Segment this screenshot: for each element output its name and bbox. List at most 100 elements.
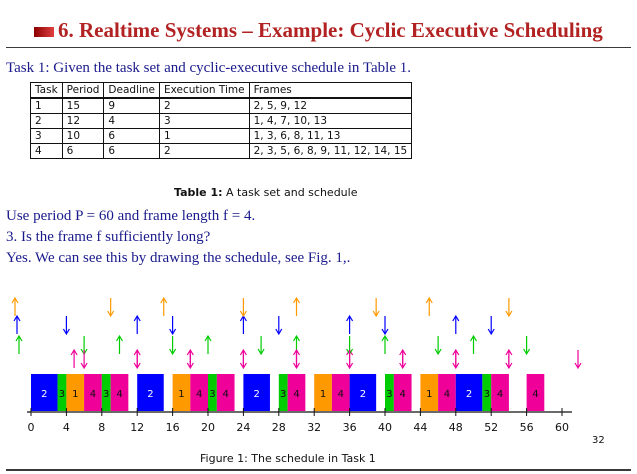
table-cell: 9	[103, 97, 161, 114]
slide-title: 6. Realtime Systems – Example: Cyclic Ex…	[58, 18, 603, 42]
deadline-arrow-head	[505, 310, 513, 318]
deadline-arrow-head	[487, 328, 495, 336]
axis-tick-label: 28	[272, 421, 286, 434]
schedule-segment	[420, 374, 439, 411]
release-arrow-head	[292, 296, 301, 304]
table-header-cell: Deadline	[103, 82, 161, 99]
segment-label: 4	[400, 389, 406, 400]
body-line-answer: Yes. We can see this by drawing the sche…	[6, 250, 351, 266]
table-row: 3 10 6 1 1, 3, 6, 8, 11, 13	[30, 128, 413, 144]
axis-tick-label: 56	[520, 421, 534, 434]
table-cell: 2	[159, 143, 250, 159]
segment-label: 4	[338, 389, 344, 400]
release-arrow-head	[346, 314, 354, 322]
table-cell: 1, 3, 6, 8, 11, 13	[248, 128, 413, 144]
table-cell: 2	[159, 97, 250, 114]
deadline-arrow-head	[169, 348, 177, 356]
page-number: 32	[592, 435, 605, 446]
segment-label: 4	[497, 389, 503, 400]
schedule-segment	[66, 374, 85, 411]
segment-label: 3	[386, 389, 392, 400]
release-arrow-head	[70, 348, 78, 356]
segment-label: 3	[59, 389, 65, 400]
deadline-arrow-head	[186, 362, 194, 370]
table-header-cell: Task	[30, 82, 63, 99]
deadline-arrow-head	[346, 362, 354, 370]
segment-label: 3	[280, 389, 286, 400]
figure-caption-text: The schedule in Task 1	[251, 452, 376, 465]
table-row: 1 15 9 2 2, 5, 9, 12	[30, 97, 413, 114]
deadline-arrow-head	[80, 362, 88, 370]
table-cell: 10	[61, 128, 105, 144]
axis-tick-label: 20	[201, 421, 215, 434]
schedule-segment	[110, 374, 129, 411]
segment-label: 4	[444, 389, 450, 400]
axis-tick-label: 60	[555, 421, 569, 434]
table-cell: 6	[61, 143, 105, 159]
release-arrow-head	[115, 334, 124, 342]
deadline-arrow-head	[275, 328, 283, 336]
table-cell: 3	[159, 113, 250, 129]
schedule-segment	[190, 374, 208, 411]
deadline-arrow-head	[62, 328, 70, 336]
schedule-segment	[57, 374, 67, 411]
deadline-arrow-head	[239, 310, 247, 318]
table-cell: 2, 3, 5, 6, 8, 9, 11, 12, 14, 15	[248, 143, 413, 159]
release-arrow-head	[160, 296, 168, 304]
schedule-segment	[482, 374, 492, 411]
bottom-divider	[6, 469, 631, 471]
segment-label: 2	[466, 389, 472, 400]
deadline-arrow-head	[523, 348, 531, 356]
schedule-segment	[491, 374, 509, 411]
axis-tick-label: 36	[343, 421, 357, 434]
axis-tick-label: 16	[166, 421, 180, 434]
table-caption: Table 1: A task set and schedule	[174, 186, 357, 199]
axis-tick-label: 52	[484, 421, 498, 434]
table-header-row: Task Period Deadline Execution Time Fram…	[30, 82, 413, 99]
table-cell: 3	[30, 128, 63, 144]
deadline-arrow-head	[505, 362, 513, 370]
axis-tick-label: 32	[307, 421, 321, 434]
schedule-segment	[137, 374, 164, 411]
table-cell: 4	[103, 113, 161, 129]
deadline-arrow-head	[381, 328, 389, 336]
schedule-segment	[172, 374, 191, 411]
segment-label: 4	[532, 389, 538, 400]
schedule-segment	[349, 374, 377, 411]
table-cell: 1	[30, 97, 63, 114]
segment-label: 1	[426, 389, 432, 400]
table-row: 2 12 4 3 1, 4, 7, 10, 13	[30, 113, 413, 129]
table-cell: 1, 4, 7, 10, 13	[248, 113, 413, 129]
deadline-arrow-head	[169, 328, 177, 336]
axis-tick-label: 24	[236, 421, 250, 434]
schedule-segment	[31, 374, 58, 411]
segment-label: 4	[116, 389, 122, 400]
release-arrow-head	[469, 334, 478, 342]
release-arrow-head	[13, 314, 21, 322]
table-header-cell: Execution Time	[159, 82, 250, 99]
deadline-arrow-head	[574, 362, 582, 370]
table-caption-label: Table 1:	[174, 186, 223, 199]
schedule-segment	[243, 374, 270, 411]
segment-label: 2	[253, 389, 259, 400]
title-bullet	[34, 27, 54, 37]
segment-label: 4	[90, 389, 96, 400]
task-table: Task Period Deadline Execution Time Fram…	[30, 82, 413, 159]
axis-tick-label: 40	[378, 421, 392, 434]
deadline-arrow-head	[107, 310, 115, 318]
schedule-segment	[101, 374, 111, 411]
axis-tick-label: 0	[28, 421, 35, 434]
table-cell: 15	[61, 97, 105, 114]
body-line-question: 3. Is the frame f sufficiently long?	[6, 229, 211, 245]
deadline-arrow-head	[133, 362, 141, 370]
segment-label: 3	[209, 389, 215, 400]
schedule-segment	[216, 374, 235, 411]
segment-label: 2	[41, 389, 47, 400]
release-arrow-head	[425, 296, 433, 304]
release-arrow-head	[204, 334, 212, 342]
schedule-segment	[84, 374, 102, 411]
axis-tick-label: 12	[130, 421, 144, 434]
release-arrow-head	[292, 334, 301, 342]
segment-label: 1	[72, 389, 78, 400]
schedule-segment	[314, 374, 332, 411]
